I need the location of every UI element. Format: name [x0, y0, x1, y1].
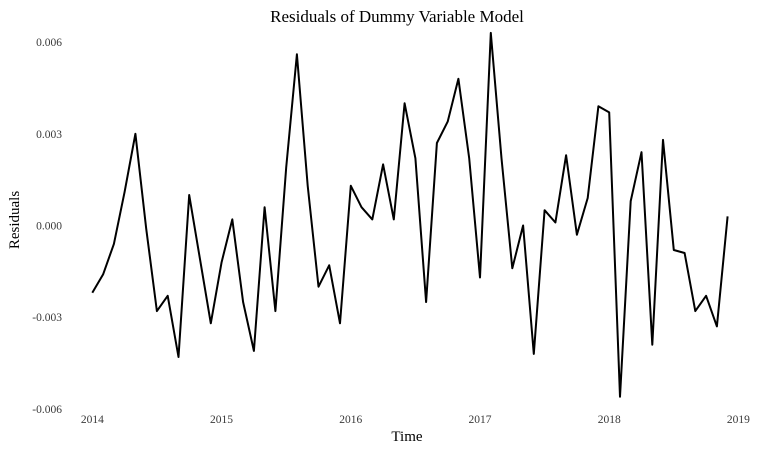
chart-title: Residuals of Dummy Variable Model: [270, 7, 524, 26]
y-axis-label: Residuals: [7, 191, 23, 249]
y-tick-label: 0.006: [36, 37, 62, 49]
y-tick-label: -0.006: [32, 404, 62, 416]
series-line-group: [91, 31, 729, 398]
y-tick-label: 0.000: [36, 221, 62, 233]
x-tick-label: 2019: [727, 414, 750, 426]
x-tick-label: 2014: [81, 414, 104, 426]
x-axis-label: Time: [391, 429, 422, 445]
x-tick-label: 2017: [468, 414, 491, 426]
y-tick-label: 0.003: [36, 129, 62, 141]
series-line: [91, 31, 729, 398]
x-tick-label: 2016: [339, 414, 362, 426]
axis-ticks: 2014 2015 2016 2017 2018 2019 -0.006 -0.003 0.00…: [32, 37, 750, 426]
x-tick-label: 2018: [598, 414, 621, 426]
y-tick-label: -0.003: [32, 312, 62, 324]
x-tick-label: 2015: [210, 414, 233, 426]
